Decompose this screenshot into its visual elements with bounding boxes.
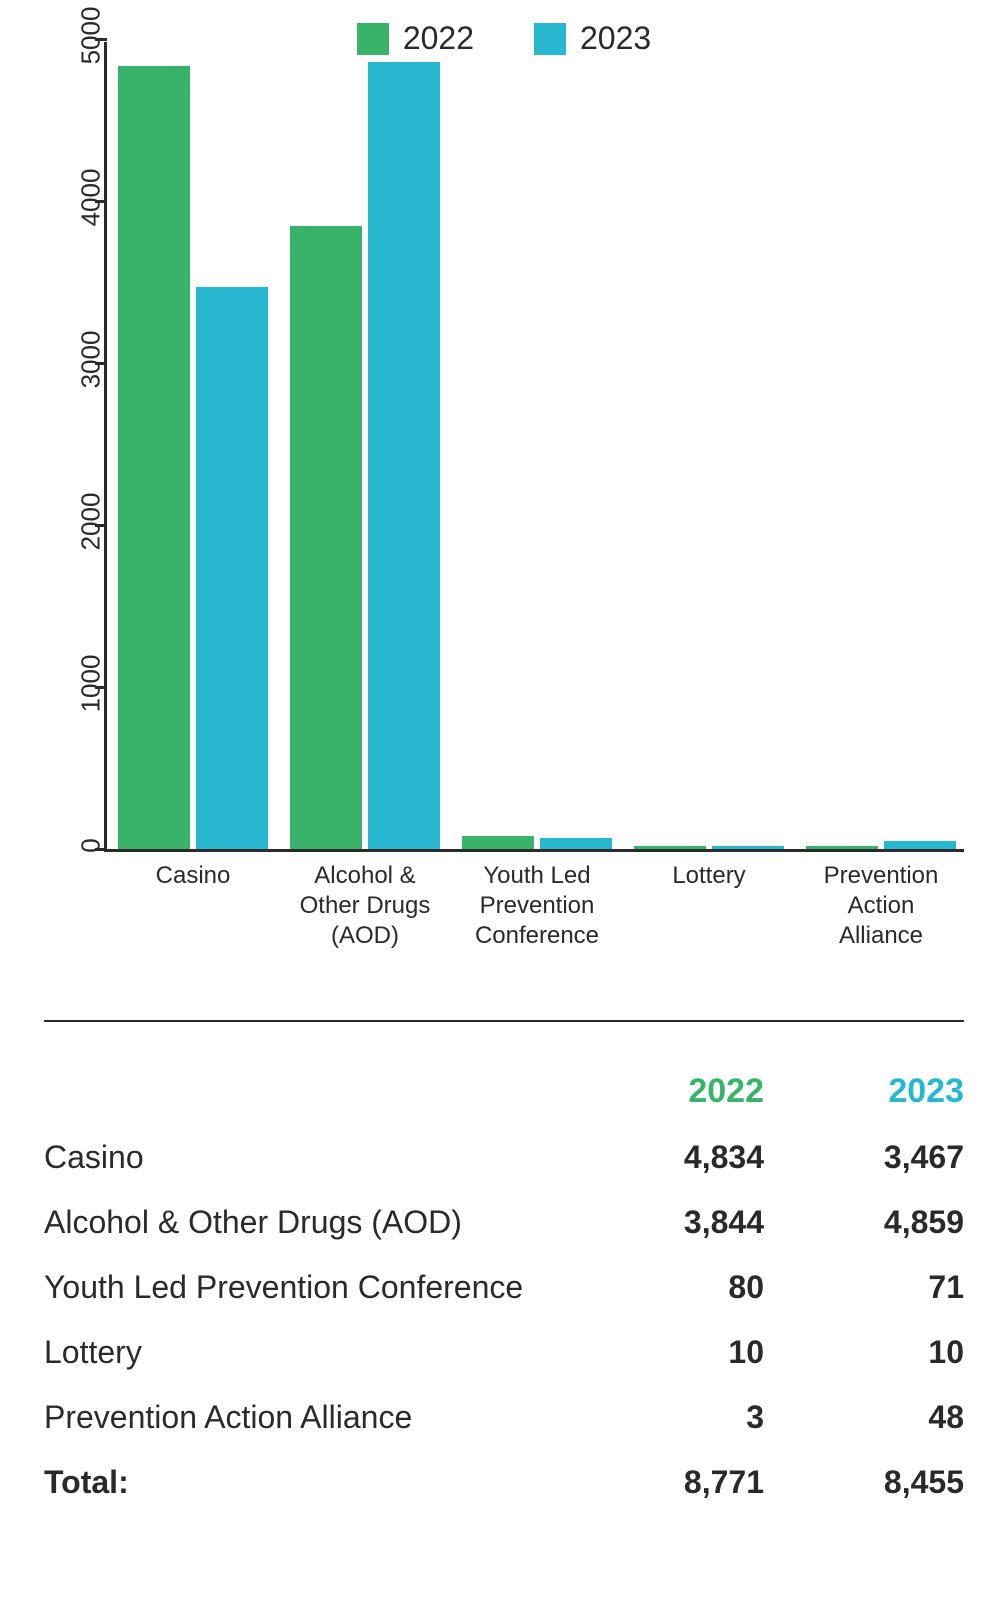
table-header-2023: 2023 <box>764 1072 964 1111</box>
table-row-label: Lottery <box>44 1334 564 1371</box>
table-cell-2022: 3 <box>564 1399 764 1436</box>
bar-2023 <box>368 62 440 849</box>
x-axis-label: Youth LedPreventionConference <box>452 861 622 951</box>
table-cell-2023: 4,859 <box>764 1204 964 1241</box>
y-axis-label: 3000 <box>76 330 107 390</box>
table-total-2022: 8,771 <box>564 1464 764 1501</box>
bar-2023 <box>884 841 956 849</box>
bar-chart: 2022 2023 CasinoAlcohol &Other Drugs(AOD… <box>44 20 964 980</box>
bar-2023 <box>712 846 784 849</box>
x-axis-label: Lottery <box>624 861 794 891</box>
table-header-row: 2022 2023 <box>44 1058 964 1125</box>
table-cell-2022: 10 <box>564 1334 764 1371</box>
y-axis-label: 0 <box>76 816 107 876</box>
table-row: Prevention Action Alliance348 <box>44 1385 964 1450</box>
bar-2023 <box>540 838 612 850</box>
table-row-label: Prevention Action Alliance <box>44 1399 564 1436</box>
data-table: 2022 2023 Casino4,8343,467Alcohol & Othe… <box>44 1058 964 1515</box>
table-total-label: Total: <box>44 1464 564 1501</box>
table-row-label: Alcohol & Other Drugs (AOD) <box>44 1204 564 1241</box>
x-axis-label: PreventionActionAlliance <box>796 861 966 951</box>
table-cell-2022: 4,834 <box>564 1139 764 1176</box>
bar-2022 <box>462 836 534 849</box>
y-axis-label: 5000 <box>76 6 107 66</box>
y-axis-label: 4000 <box>76 168 107 228</box>
y-axis-label: 2000 <box>76 492 107 552</box>
bar-2023 <box>196 287 268 849</box>
x-axis-label: Casino <box>108 861 278 891</box>
bar-group: Youth LedPreventionConference <box>451 836 623 849</box>
table-header-2022: 2022 <box>564 1072 764 1111</box>
table-cell-2023: 71 <box>764 1269 964 1306</box>
table-row: Lottery1010 <box>44 1320 964 1385</box>
y-axis-label: 1000 <box>76 654 107 714</box>
chart-bars-container: CasinoAlcohol &Other Drugs(AOD)Youth Led… <box>107 42 964 849</box>
table-row-label: Youth Led Prevention Conference <box>44 1269 564 1306</box>
bar-group: Alcohol &Other Drugs(AOD) <box>279 62 451 849</box>
table-cell-2023: 10 <box>764 1334 964 1371</box>
table-row: Casino4,8343,467 <box>44 1125 964 1190</box>
table-cell-2023: 48 <box>764 1399 964 1436</box>
table-row-label: Casino <box>44 1139 564 1176</box>
bar-2022 <box>806 846 878 849</box>
section-divider <box>44 1020 964 1022</box>
x-axis-label: Alcohol &Other Drugs(AOD) <box>280 861 450 951</box>
table-cell-2022: 3,844 <box>564 1204 764 1241</box>
chart-plot-area: CasinoAlcohol &Other Drugs(AOD)Youth Led… <box>104 42 964 852</box>
bar-2022 <box>290 226 362 849</box>
bar-group: Casino <box>107 66 279 849</box>
bar-group: Lottery <box>623 846 795 849</box>
table-total-row: Total: 8,771 8,455 <box>44 1450 964 1515</box>
table-cell-2023: 3,467 <box>764 1139 964 1176</box>
table-cell-2022: 80 <box>564 1269 764 1306</box>
bar-2022 <box>118 66 190 849</box>
bar-2022 <box>634 846 706 849</box>
table-total-2023: 8,455 <box>764 1464 964 1501</box>
table-row: Youth Led Prevention Conference8071 <box>44 1255 964 1320</box>
bar-group: PreventionActionAlliance <box>795 841 967 849</box>
table-row: Alcohol & Other Drugs (AOD)3,8444,859 <box>44 1190 964 1255</box>
